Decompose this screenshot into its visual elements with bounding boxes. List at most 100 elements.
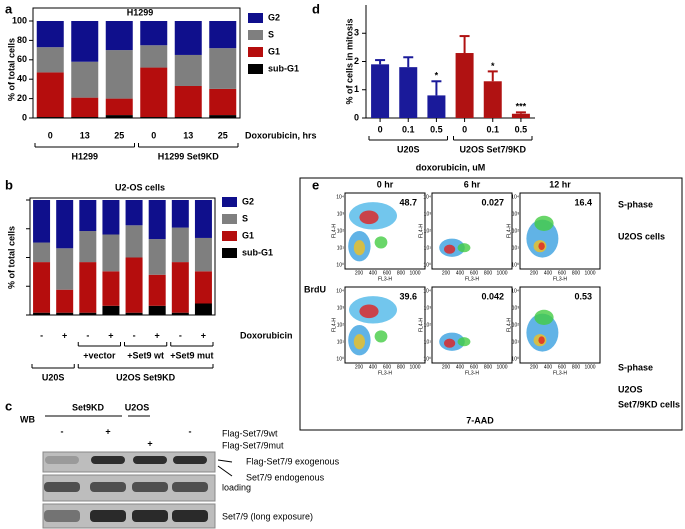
bar-segment xyxy=(148,274,166,306)
flow-plot xyxy=(431,286,513,364)
legend-label: sub-G1 xyxy=(242,247,273,257)
flow-x-tick: 600 xyxy=(470,364,479,370)
panel-letter: d xyxy=(312,1,320,16)
flow-y-tick: 10³ xyxy=(512,211,520,217)
bar-segment xyxy=(56,200,74,249)
density-blob xyxy=(359,210,379,225)
band xyxy=(45,456,79,464)
bar-segment xyxy=(36,72,64,118)
flow-y-tick: 10³ xyxy=(512,305,520,311)
treatment-sign: + xyxy=(147,438,152,448)
legend-swatch xyxy=(222,231,237,241)
bar xyxy=(511,113,530,118)
x-tick-label: - xyxy=(179,330,182,340)
flow-x-tick: 1000 xyxy=(496,364,507,370)
bar-segment xyxy=(105,98,133,116)
arrow xyxy=(217,459,233,463)
flow-y-axis: BrdU xyxy=(304,284,326,294)
flow-y-tick: 10⁴ xyxy=(511,288,519,294)
bar-segment xyxy=(209,88,237,116)
band xyxy=(44,510,80,522)
flow-x-tick: 200 xyxy=(530,270,539,276)
blot-strip xyxy=(42,451,216,473)
lane-group: U2OS xyxy=(125,402,150,412)
flow-x-tick: 600 xyxy=(558,270,567,276)
band xyxy=(132,510,168,522)
flow-x-tick: 800 xyxy=(484,270,493,276)
band xyxy=(90,482,126,492)
density-blob xyxy=(534,309,554,325)
x-tick-label: 0.1 xyxy=(486,124,499,134)
bar-segment xyxy=(79,312,97,315)
treatment-label: Flag-Set7/9mut xyxy=(222,440,284,450)
band-label: Flag-Set7/9 exogenous xyxy=(246,456,340,466)
bar-segment xyxy=(56,312,74,315)
flow-y-tick: 10² xyxy=(337,322,345,328)
flow-y-tick: 10⁴ xyxy=(336,194,344,200)
flow-y-tick: 10² xyxy=(512,322,520,328)
flow-x-tick: 800 xyxy=(572,364,581,370)
x-tick-label: 25 xyxy=(114,130,124,140)
density-blob xyxy=(374,330,388,343)
band xyxy=(90,510,126,522)
bar-segment xyxy=(56,248,74,290)
legend-swatch xyxy=(222,214,237,224)
density-blob xyxy=(444,338,456,348)
density-blob xyxy=(457,243,471,253)
row-label: Set7/9KD cells xyxy=(618,399,680,409)
bar-segment xyxy=(105,115,133,118)
group-label: H1299 xyxy=(71,151,98,161)
bar-segment xyxy=(102,271,120,306)
band xyxy=(133,456,167,464)
panel-letter: a xyxy=(5,1,13,16)
flow-y-tick: 10³ xyxy=(337,211,345,217)
significance: * xyxy=(435,71,439,81)
flow-y-tick: 10⁰ xyxy=(423,262,431,268)
flow-y-tick: 10³ xyxy=(337,305,345,311)
flow-y-tick: 10⁴ xyxy=(336,288,344,294)
band-label: Set7/9 (long exposure) xyxy=(222,511,313,521)
bar-segment xyxy=(140,67,168,118)
density-blob xyxy=(444,244,456,254)
flow-x-tick: 200 xyxy=(355,364,364,370)
x-tick-label: - xyxy=(40,330,43,340)
lane-group: Set9KD xyxy=(72,402,105,412)
bar xyxy=(483,81,502,118)
bar-segment xyxy=(174,54,202,86)
legend-swatch xyxy=(248,30,263,40)
x-tick-label: - xyxy=(133,330,136,340)
band xyxy=(132,482,168,492)
flow-x-tick: 1000 xyxy=(409,270,420,276)
bar-segment xyxy=(148,239,166,275)
flow-y-tick: 10⁰ xyxy=(336,262,344,268)
column-title: 0 hr xyxy=(377,179,394,189)
legend-swatch xyxy=(248,64,263,74)
flow-y-tick: 10² xyxy=(424,228,432,234)
bar-segment xyxy=(56,289,74,313)
legend-label: G2 xyxy=(242,196,254,206)
legend-label: S xyxy=(242,213,248,223)
gate-percent: 39.6 xyxy=(399,291,417,301)
legend-label: sub-G1 xyxy=(268,63,299,73)
bar-segment xyxy=(140,21,168,46)
flow-y-tick: 10¹ xyxy=(337,245,345,251)
density-blob xyxy=(359,304,379,319)
subgroup-label: +vector xyxy=(83,350,116,360)
density-blob xyxy=(353,240,365,256)
bar-segment xyxy=(194,200,212,238)
treatment-sign: + xyxy=(105,426,110,436)
y-tick-label: 40 xyxy=(17,74,27,84)
flow-x-tick: 400 xyxy=(456,364,465,370)
bar xyxy=(427,95,446,118)
x-axis-label: doxorubicin, uM xyxy=(416,162,486,172)
legend-label: G2 xyxy=(268,12,280,22)
flow-x-tick: 600 xyxy=(383,364,392,370)
panel-letter: e xyxy=(312,177,319,192)
bar-segment xyxy=(209,115,237,118)
flow-x-tick: 1000 xyxy=(584,364,595,370)
flow-y-tick: 10³ xyxy=(424,211,432,217)
flow-x-tick: 800 xyxy=(572,270,581,276)
bar-segment xyxy=(36,21,64,48)
bar-segment xyxy=(102,200,120,235)
flow-y-label: FL4-H xyxy=(331,318,337,332)
